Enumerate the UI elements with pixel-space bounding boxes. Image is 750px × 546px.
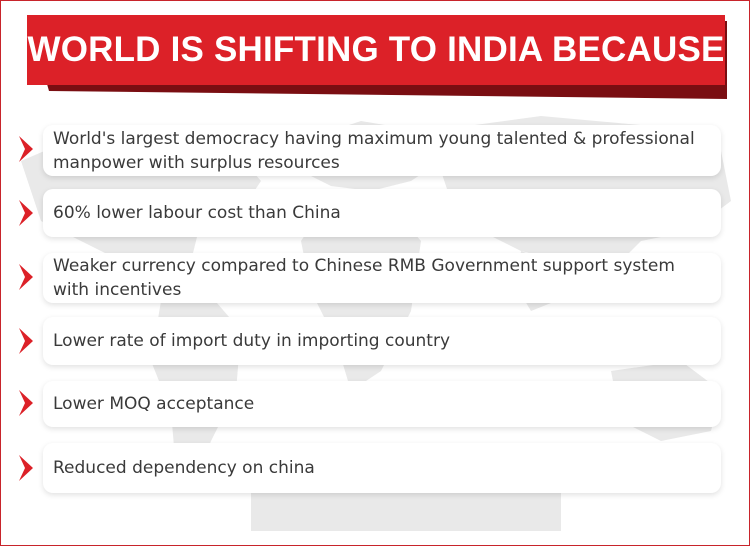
chevron-right-icon	[19, 328, 33, 354]
list-item-text: 60% lower labour cost than China	[53, 203, 341, 223]
list-item: World's largest democracy having maximum…	[43, 125, 721, 176]
list-item: Weaker currency compared to Chinese RMB …	[43, 253, 721, 303]
chevron-right-icon	[19, 136, 33, 162]
list-item: 60% lower labour cost than China	[43, 189, 721, 237]
list-item: Reduced dependency on china	[43, 443, 721, 493]
list-item-text: Lower rate of import duty in importing c…	[53, 331, 451, 351]
list-item-text: Reduced dependency on china	[53, 458, 315, 478]
list-item-text: Lower MOQ acceptance	[53, 394, 255, 414]
list-item-text: Weaker currency compared to Chinese RMB …	[53, 256, 675, 300]
chevron-right-icon	[19, 455, 33, 481]
chevron-right-icon	[19, 200, 33, 226]
list-item: Lower rate of import duty in importing c…	[43, 317, 721, 365]
page-title: WORLD IS SHIFTING TO INDIA BECAUSE	[27, 30, 725, 69]
chevron-right-icon	[19, 390, 33, 416]
list-item: Lower MOQ acceptance	[43, 381, 721, 427]
chevron-right-icon	[19, 264, 33, 290]
list-item-text: World's largest democracy having maximum…	[53, 128, 695, 173]
title-banner: WORLD IS SHIFTING TO INDIA BECAUSE	[27, 15, 725, 85]
